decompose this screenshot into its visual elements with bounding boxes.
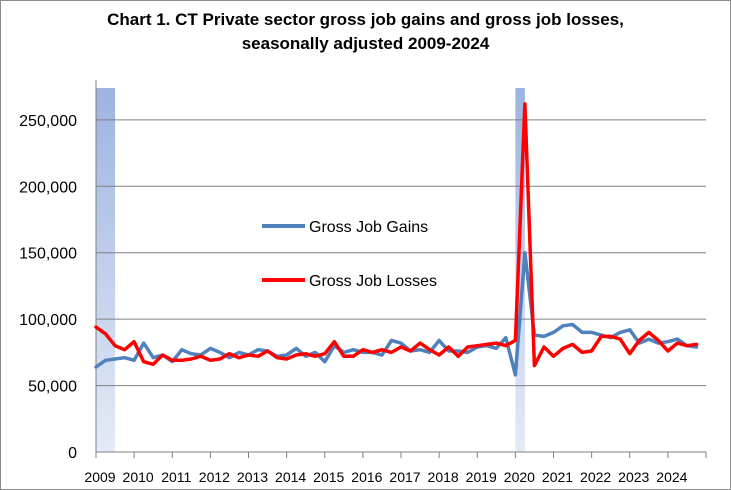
x-tick-label: 2016: [351, 469, 382, 485]
x-tick-label: 2011: [161, 469, 191, 485]
x-tick-label: 2014: [275, 469, 306, 485]
x-tick-label: 2020: [504, 469, 535, 485]
recession-shading-layer: [96, 88, 525, 452]
legend: Gross Job Gains Gross Job Losses: [262, 219, 437, 290]
x-tick-label: 2023: [618, 469, 649, 485]
x-tick-label: 2017: [389, 469, 420, 485]
x-tick-label: 2015: [313, 469, 344, 485]
x-tick-label: 2010: [123, 469, 154, 485]
x-tick-label: 2024: [656, 469, 687, 485]
x-tick-label: 2009: [84, 469, 115, 485]
y-tick-label: 100,000: [19, 312, 77, 329]
series-line-gross-job-losses: [94, 102, 699, 368]
y-tick-label: 150,000: [19, 246, 77, 263]
axes-layer: 0 50,000 100,000 150,000 200,000 250,000 2009 2…: [19, 80, 707, 485]
y-tick-label: 0: [68, 445, 77, 462]
x-tick-label: 2021: [542, 469, 573, 485]
x-tick-label: 2013: [237, 469, 268, 485]
gridlines-layer: [96, 119, 706, 387]
series-layer: [94, 102, 699, 377]
chart-subtitle: seasonally adjusted 2009-2024: [241, 34, 490, 53]
x-tick-label: 2018: [428, 469, 459, 485]
x-tick-label: 2019: [466, 469, 497, 485]
x-tick-label: 2012: [199, 469, 230, 485]
y-tick-label: 200,000: [19, 179, 77, 196]
recession-band-0: [96, 88, 116, 452]
recession-band-1: [515, 88, 525, 452]
y-tick-label: 250,000: [19, 113, 77, 130]
chart-title: Chart 1. CT Private sector gross job gai…: [107, 10, 624, 29]
x-tick-label: 2022: [580, 469, 611, 485]
legend-label-gross-job-gains: Gross Job Gains: [309, 219, 428, 236]
series-line-gross-job-gains: [94, 250, 699, 377]
y-tick-label: 50,000: [28, 379, 77, 396]
legend-label-gross-job-losses: Gross Job Losses: [309, 273, 437, 290]
